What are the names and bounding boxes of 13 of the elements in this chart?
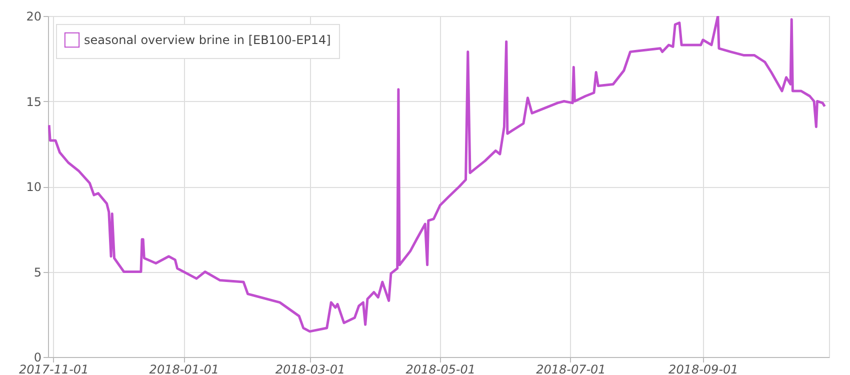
x-tick-label: 2018-07-01 (536, 362, 606, 375)
x-tick-label: 2018-05-01 (406, 362, 476, 375)
y-tick-label: 10 (26, 180, 42, 194)
legend-label: seasonal overview brine in [EB100-EP14] (84, 33, 331, 47)
y-tick-label: 0 (34, 350, 42, 364)
y-tick-label: 5 (34, 265, 42, 280)
x-tick-label: 2017-11-01 (18, 362, 89, 375)
x-tick-label: 2018-03-01 (275, 362, 346, 375)
x-tick-label: 2018-09-01 (668, 362, 738, 375)
line-series (48, 16, 826, 333)
y-tick-label: 20 (26, 10, 42, 24)
y-tick-label: 15 (26, 94, 42, 109)
x-tick-label: 2018-01-01 (149, 362, 220, 375)
